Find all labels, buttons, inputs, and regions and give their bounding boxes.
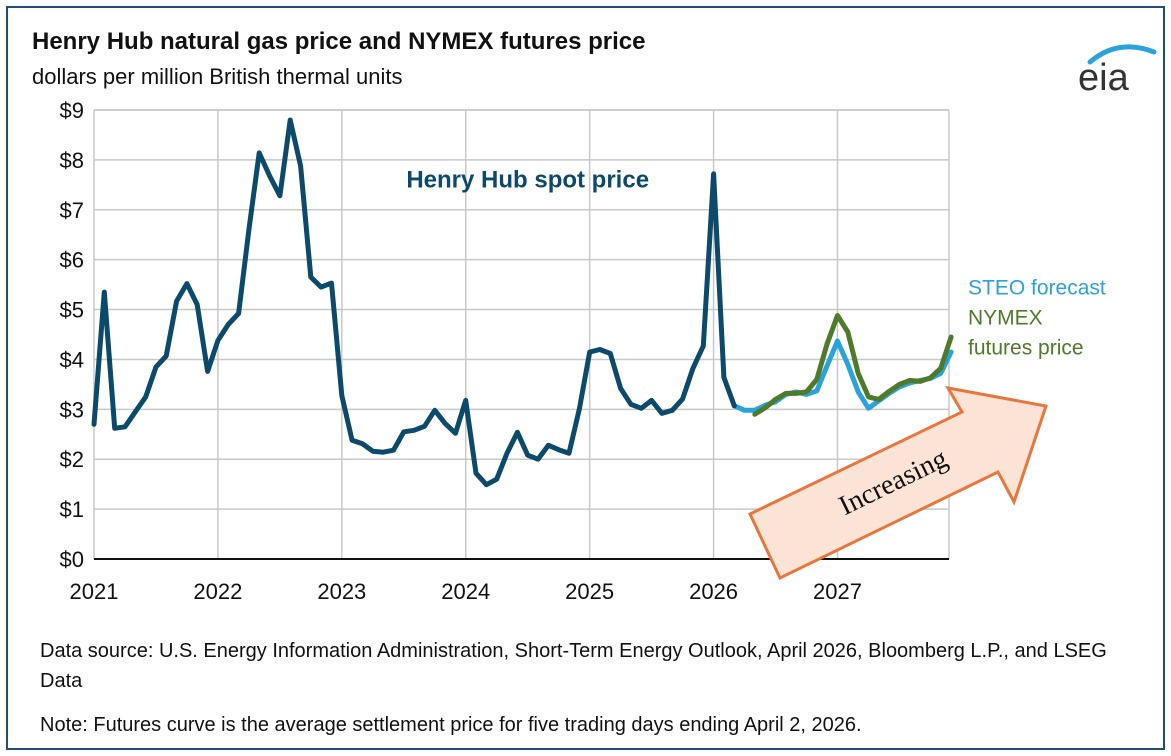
y-tick-label: $4 bbox=[60, 347, 84, 372]
series-line-steo bbox=[731, 338, 954, 413]
legend-label-nymex: NYMEX bbox=[968, 307, 1043, 330]
futures-note: Note: Futures curve is the average settl… bbox=[40, 714, 862, 736]
y-tick-label: $3 bbox=[60, 397, 84, 422]
x-tick-label: 2024 bbox=[441, 579, 490, 604]
y-tick-label: $5 bbox=[60, 298, 84, 323]
chart-frame: $0 $1 $2 $3 $4 $5 $6 $7 $8 $9 2021 2022 2023 2024 2025… bbox=[6, 6, 1165, 750]
chart-canvas: $0 $1 $2 $3 $4 $5 $6 $7 $8 $9 2021 2022 2023 2024 2025… bbox=[60, 98, 1106, 604]
eia-logo-text: eia bbox=[1078, 57, 1130, 96]
x-tick-label: 2025 bbox=[565, 579, 614, 604]
y-tick-label: $9 bbox=[60, 98, 84, 123]
x-tick-label: 2026 bbox=[689, 579, 738, 604]
y-tick-label: $2 bbox=[60, 447, 84, 472]
legend-label-nymex: futures price bbox=[968, 336, 1084, 359]
x-tick-label: 2027 bbox=[813, 579, 862, 604]
series-lines bbox=[91, 117, 954, 488]
eia-logo-arc bbox=[1087, 44, 1157, 65]
x-tick-label: 2021 bbox=[70, 579, 119, 604]
chart-title: Henry Hub natural gas price and NYMEX fu… bbox=[32, 28, 646, 55]
x-tick-label: 2022 bbox=[193, 579, 242, 604]
x-tick-label: 2023 bbox=[317, 579, 366, 604]
y-tick-label: $8 bbox=[60, 148, 84, 173]
legend-label-steo: STEO forecast bbox=[968, 277, 1106, 300]
spot-price-label: Henry Hub spot price bbox=[406, 166, 649, 193]
increasing-arrow-shape bbox=[748, 385, 1048, 581]
series-line-spot bbox=[91, 117, 737, 488]
axis-ticks: $0 $1 $2 $3 $4 $5 $6 $7 $8 $9 2021 2022 2023 2024 2025… bbox=[60, 98, 862, 604]
y-tick-label: $1 bbox=[60, 497, 84, 522]
increasing-arrow bbox=[748, 385, 1048, 581]
eia-logo: eia bbox=[1078, 44, 1157, 96]
grid-lines bbox=[93, 109, 950, 560]
y-tick-label: $0 bbox=[60, 547, 84, 572]
y-tick-label: $7 bbox=[60, 198, 84, 223]
series-line-nymex bbox=[752, 313, 954, 417]
chart-subtitle: dollars per million British thermal unit… bbox=[32, 64, 403, 89]
data-source-note: Data source: U.S. Energy Information Adm… bbox=[40, 640, 1107, 692]
y-tick-label: $6 bbox=[60, 248, 84, 273]
